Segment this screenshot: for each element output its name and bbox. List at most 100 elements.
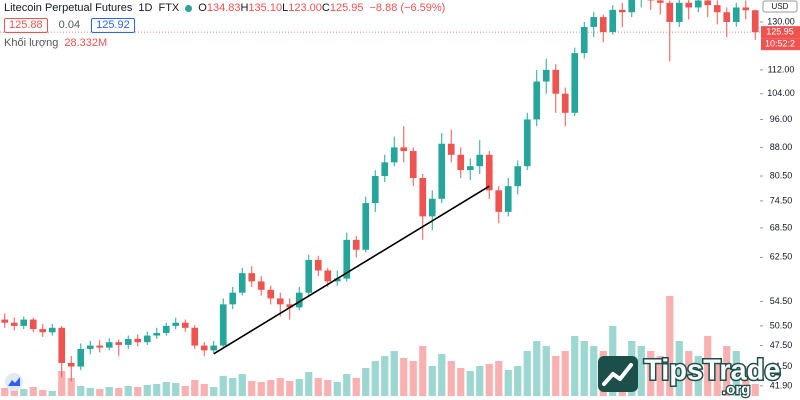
candle-body (219, 304, 227, 346)
y-tick-label: 50.50 (770, 320, 793, 330)
volume-bar (713, 361, 721, 396)
volume-bar (343, 374, 351, 396)
watermark-suffix: .org (722, 381, 750, 398)
y-tick-label: 74.50 (770, 195, 793, 205)
header-row: Litecoin Perpetual Futures 1D FTX O 134.8… (4, 1, 445, 15)
volume-bar (362, 368, 370, 396)
candle-body (438, 143, 446, 199)
candle-body (324, 270, 332, 282)
countdown: 10:52:2 (765, 39, 795, 49)
volume-bar (704, 336, 712, 396)
volume-bar (561, 351, 569, 396)
volume-bar (238, 374, 246, 396)
volume-bar (143, 385, 151, 396)
candle-body (666, 2, 674, 22)
candle-body (457, 154, 465, 171)
candle-body (1, 319, 9, 323)
candle-body (105, 342, 113, 348)
volume-bar (542, 346, 550, 396)
volume-bar (200, 384, 208, 396)
volume-bar (58, 371, 66, 396)
volume-bar (381, 356, 389, 396)
candle-body (314, 259, 322, 271)
volume-bar (115, 388, 123, 396)
interval: 1D (138, 2, 153, 14)
y-tick-label: 62.50 (770, 252, 793, 262)
candle-body (675, 2, 683, 22)
candle-body (172, 322, 180, 326)
ohlc-letter: L (282, 2, 289, 14)
ohlc-letter: H (240, 2, 249, 14)
status-dot (185, 4, 193, 12)
volume-bar (666, 296, 674, 396)
volume-bar (286, 381, 294, 396)
volume-bar (533, 341, 541, 396)
watermark-name: TipsTrade (644, 355, 780, 387)
volume-bar (124, 386, 132, 396)
volume-bar (248, 381, 256, 396)
volume-bar (457, 368, 465, 396)
trendline (213, 185, 490, 355)
candle-body (352, 239, 360, 250)
volume-bar (438, 354, 446, 396)
volume-bar (229, 378, 237, 396)
volume-bar (694, 356, 702, 396)
ohlc: O 134.83 H 135.10 L 123.00 C 125.95 (198, 2, 363, 14)
volume-bar (495, 361, 503, 396)
volume-bar (485, 364, 493, 396)
candle-body (523, 119, 531, 167)
y-tick-label: 104.00 (767, 88, 795, 98)
candle-body (181, 322, 189, 328)
candle-body (10, 322, 18, 326)
candle-body (39, 329, 47, 333)
candle-body (419, 178, 427, 217)
candle-body (115, 342, 123, 345)
volume-bar (276, 378, 284, 396)
candle-body (599, 17, 607, 33)
ohlc-value: 125.95 (329, 2, 364, 14)
candle-body (286, 304, 294, 308)
watermark-logo-line (602, 363, 633, 386)
candle-body (153, 332, 161, 336)
y-tick-label: 88.00 (770, 142, 793, 152)
candle-body (96, 345, 104, 348)
volume-bar (162, 382, 170, 396)
candle-body (20, 319, 28, 326)
bid[interactable]: 125.88 (4, 18, 48, 33)
candle-body (58, 327, 66, 363)
volume-bar (29, 387, 37, 396)
candle-body (200, 345, 208, 351)
candle-body (685, 2, 693, 8)
candle-body (485, 154, 493, 191)
volume-bar (77, 386, 85, 396)
volume-bar (86, 388, 94, 396)
candle-body (238, 273, 246, 293)
volume-bar (590, 346, 598, 396)
y-tick-label: 54.50 (770, 296, 793, 306)
tv-logo (5, 373, 23, 391)
volume-bar (305, 372, 313, 396)
candle-body (134, 338, 142, 343)
candle-body (210, 345, 218, 351)
volume-bar (153, 384, 161, 396)
volume-bar (1, 388, 9, 396)
candle-body (381, 162, 389, 177)
candle-body (333, 278, 341, 282)
volume-value: 28.332M (64, 37, 108, 49)
y-tick-label: 47.50 (770, 340, 793, 350)
candle-body (305, 259, 313, 293)
volume-bar (352, 378, 360, 396)
volume-bar (523, 351, 531, 396)
ask[interactable]: 125.92 (91, 18, 135, 33)
volume-row: Khối lượng 28.332M (4, 37, 107, 49)
candle-body (143, 335, 151, 343)
volume-bar (732, 351, 740, 396)
spread: 0.04 (58, 19, 81, 31)
watermark: TipsTrade .org (598, 353, 782, 399)
change: −8.88 (−6.59%) (369, 2, 446, 14)
candle-body (295, 292, 303, 308)
plot-area (0, 0, 760, 396)
y-tick-label: 130.00 (767, 16, 795, 26)
